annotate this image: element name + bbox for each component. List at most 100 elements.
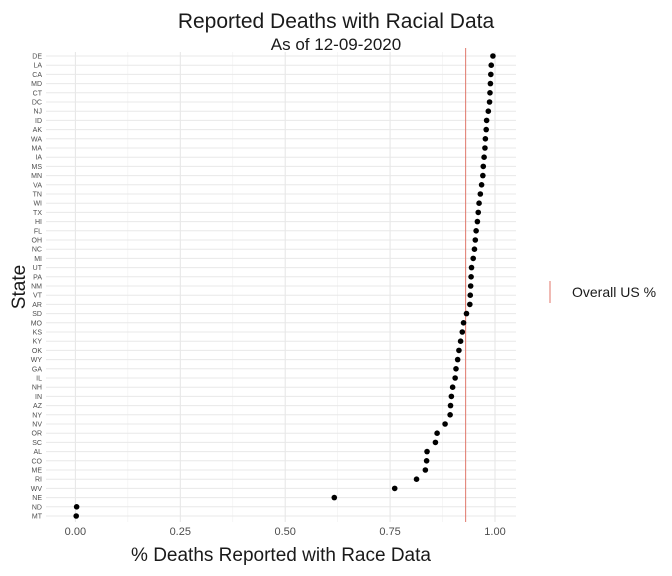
- data-point-ok: [456, 347, 462, 354]
- data-point-nv: [442, 421, 448, 427]
- y-tick-label-ar: AR: [32, 302, 42, 309]
- y-tick-labels: DE LA CA MD CT DC NJ ID AK WA MA IA MS MN VA TN WI TX HI FL…: [31, 54, 43, 521]
- x-tick-label: 0.50: [274, 526, 295, 538]
- data-point-ri: [413, 476, 420, 483]
- data-point-ar: [467, 301, 473, 308]
- data-point-wv: [391, 485, 398, 492]
- x-tick-labels: 0.00 0.25 0.50 0.75 1.00: [65, 526, 506, 538]
- y-tick-label-va: VA: [33, 182, 42, 189]
- y-tick-label-tx: TX: [33, 210, 42, 217]
- data-point-wy: [454, 356, 461, 363]
- data-point-tn: [477, 191, 484, 197]
- data-point-in: [448, 393, 455, 400]
- y-tick-label-sd: SD: [32, 311, 42, 318]
- data-point-nd: [73, 504, 80, 510]
- data-point-oh: [472, 237, 479, 243]
- data-point-ma: [482, 145, 488, 151]
- data-point-ca: [488, 71, 494, 78]
- legend-label: Overall US %: [572, 284, 656, 300]
- data-point-fl: [473, 228, 479, 234]
- data-point-ga: [453, 366, 459, 372]
- y-tick-label-vt: VT: [33, 293, 43, 300]
- y-tick-label-wv: WV: [31, 486, 43, 493]
- x-tick-label: 0.25: [170, 526, 191, 538]
- x-tick-label: 0.00: [65, 526, 86, 538]
- y-tick-label-ma: MA: [32, 146, 43, 153]
- y-tick-label-ri: RI: [35, 477, 42, 484]
- y-tick-label-nm: NM: [31, 284, 42, 291]
- x-tick-label: 0.75: [379, 526, 400, 538]
- data-point-al: [424, 448, 430, 455]
- data-point-me: [422, 467, 429, 473]
- data-point-nc: [471, 246, 478, 252]
- y-tick-label-ia: IA: [35, 155, 42, 162]
- y-tick-label-ky: KY: [33, 339, 43, 346]
- legend: Overall US %: [549, 281, 656, 303]
- data-point-or: [434, 430, 440, 437]
- x-axis-title: % Deaths Reported with Race Data: [131, 545, 431, 566]
- data-point-nm: [467, 283, 474, 289]
- data-point-az: [447, 402, 454, 409]
- data-point-ak: [483, 126, 490, 133]
- y-tick-label-wi: WI: [33, 201, 42, 208]
- data-point-de: [490, 53, 496, 59]
- y-tick-label-id: ID: [35, 118, 42, 125]
- data-point-va: [478, 182, 485, 188]
- data-point-ut: [468, 264, 475, 271]
- y-tick-label-la: LA: [33, 63, 42, 70]
- y-tick-label-ny: NY: [32, 412, 42, 419]
- data-point-nj: [485, 108, 492, 114]
- data-point-ct: [487, 90, 493, 96]
- y-tick-label-wy: WY: [31, 357, 43, 364]
- chart-title: Reported Deaths with Racial Data: [178, 10, 495, 33]
- data-point-la: [488, 62, 495, 68]
- y-tick-label-or: OR: [32, 431, 43, 438]
- y-tick-label-ok: OK: [32, 348, 42, 355]
- x-tick-label: 1.00: [484, 526, 505, 538]
- y-tick-label-nc: NC: [32, 247, 42, 254]
- y-tick-label-il: IL: [36, 376, 42, 383]
- data-point-dc: [486, 99, 493, 105]
- y-tick-label-az: AZ: [33, 403, 43, 410]
- data-point-ms: [480, 163, 487, 170]
- data-point-ky: [457, 338, 464, 345]
- data-point-wi: [476, 200, 482, 206]
- y-tick-label-oh: OH: [32, 238, 43, 245]
- data-point-il: [452, 375, 458, 381]
- y-tick-label-mn: MN: [31, 173, 42, 180]
- y-tick-label-co: CO: [32, 458, 43, 465]
- y-tick-label-md: MD: [31, 81, 42, 88]
- y-tick-label-fl: FL: [34, 228, 42, 235]
- y-tick-label-ca: CA: [32, 72, 42, 79]
- y-tick-label-mi: MI: [34, 256, 42, 263]
- data-point-ny: [447, 412, 453, 418]
- y-tick-label-ks: KS: [33, 330, 43, 337]
- y-axis-title: State: [9, 265, 30, 309]
- data-point-ia: [481, 154, 487, 160]
- data-point-ne: [331, 494, 338, 501]
- y-tick-label-nd: ND: [32, 504, 42, 511]
- data-point-co: [423, 458, 430, 464]
- y-tick-label-wa: WA: [31, 136, 42, 143]
- y-tick-label-de: DE: [32, 54, 42, 61]
- y-tick-label-nh: NH: [32, 385, 42, 392]
- y-tick-label-tn: TN: [33, 192, 42, 199]
- data-point-vt: [467, 292, 474, 299]
- y-tick-label-nv: NV: [32, 422, 42, 429]
- y-tick-label-sc: SC: [32, 440, 42, 447]
- data-point-md: [487, 80, 494, 87]
- data-point-mi: [470, 255, 476, 262]
- y-tick-label-ne: NE: [32, 495, 42, 502]
- y-tick-label-in: IN: [35, 394, 42, 401]
- data-points: [73, 53, 496, 519]
- y-tick-label-mt: MT: [32, 514, 43, 521]
- data-point-sd: [463, 310, 470, 317]
- data-point-wa: [482, 136, 489, 142]
- y-tick-label-ms: MS: [32, 164, 43, 171]
- data-point-sc: [432, 439, 439, 446]
- data-point-hi: [474, 218, 481, 225]
- y-tick-label-ct: CT: [33, 90, 43, 97]
- data-point-pa: [468, 274, 474, 280]
- y-tick-label-mo: MO: [31, 320, 43, 327]
